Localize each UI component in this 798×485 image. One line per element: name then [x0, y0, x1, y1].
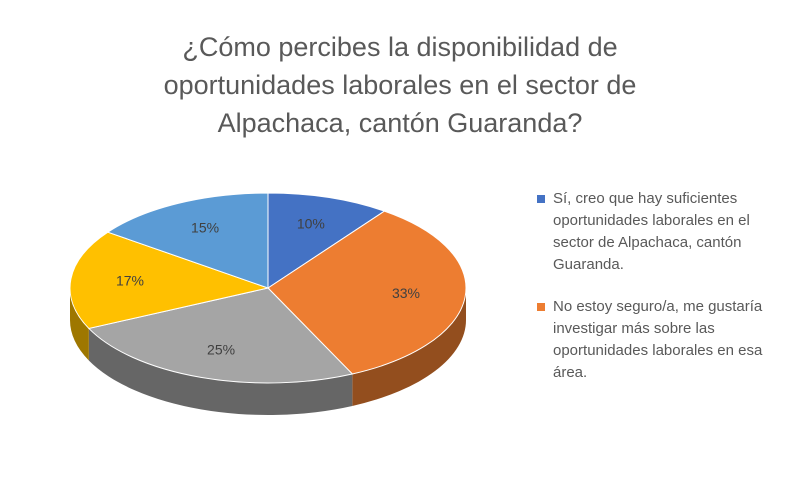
legend: Sí, creo que hay suficientes oportunidad… [537, 188, 787, 404]
data-label: 33% [392, 285, 420, 301]
data-label: 15% [191, 219, 219, 235]
pie-slice [69, 231, 270, 329]
legend-label: No estoy seguro/a, me gustaría investiga… [553, 298, 763, 381]
chart-title: ¿Cómo percibes la disponibilidad de opor… [163, 32, 637, 138]
pie-sides [70, 288, 466, 415]
legend-entry: Sí, creo que hay suficientes oportunidad… [537, 188, 787, 276]
data-label: 10% [297, 215, 325, 231]
pie-side [352, 288, 466, 406]
legend-label: Sí, creo que hay suficientes oportunidad… [553, 190, 750, 273]
pie-slice [87, 287, 354, 384]
pie-slice [106, 192, 269, 289]
pie-side [70, 288, 89, 361]
data-label: 25% [207, 341, 235, 357]
legend-entry: No estoy seguro/a, me gustaría investiga… [537, 296, 787, 384]
legend-swatch [537, 195, 545, 203]
data-label: 17% [116, 272, 144, 288]
legend-swatch [537, 303, 545, 311]
pie-tops [69, 192, 467, 384]
pie-side [88, 328, 353, 415]
pie-slice [267, 210, 467, 375]
pie-slice [267, 192, 386, 289]
